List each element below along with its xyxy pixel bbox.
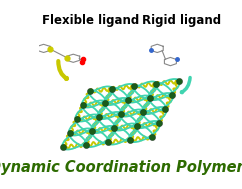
Text: Rigid ligand: Rigid ligand bbox=[142, 14, 221, 27]
Text: Dynamic Coordination Polymers: Dynamic Coordination Polymers bbox=[0, 160, 242, 175]
FancyArrowPatch shape bbox=[182, 77, 190, 93]
Text: Flexible ligand: Flexible ligand bbox=[42, 14, 139, 27]
FancyArrowPatch shape bbox=[58, 61, 67, 79]
